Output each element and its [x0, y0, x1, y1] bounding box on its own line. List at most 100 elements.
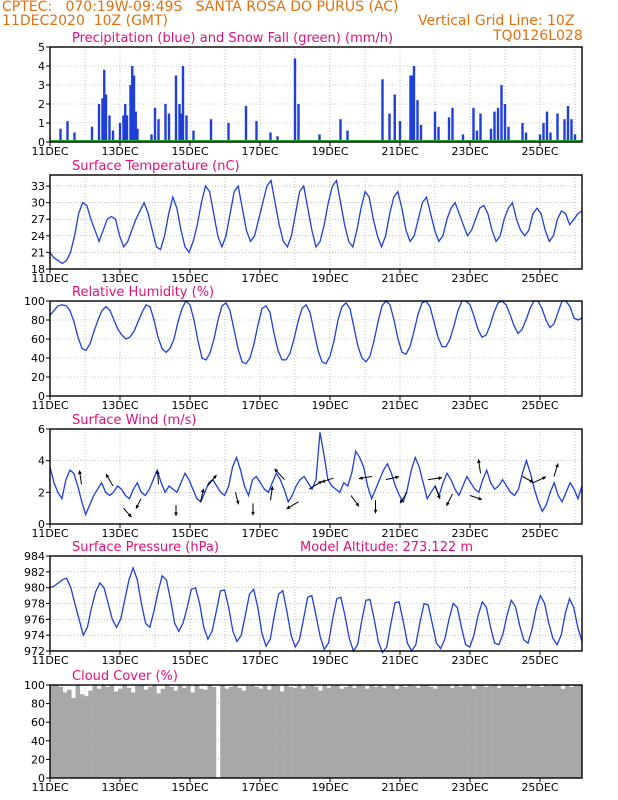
cloud-bar — [147, 686, 153, 778]
precip-bar — [185, 115, 188, 142]
cloud-bar — [450, 687, 455, 778]
cloud-bar — [177, 685, 183, 778]
cloud-bar — [139, 685, 144, 778]
precip-bar — [461, 134, 465, 142]
precip-bar — [103, 69, 106, 142]
y-tick-label: 20 — [31, 371, 45, 384]
panel-1: 18 21 24 27 30 33 11DEC 13DEC 15DEC 17DEC 19DEC 21D… — [31, 159, 583, 285]
y-tick-label: 80 — [31, 698, 45, 711]
x-tick-label: 25DEC — [521, 527, 558, 540]
precip-bar — [134, 111, 137, 142]
cloud-bar — [186, 685, 191, 778]
x-tick-label: 15DEC — [171, 781, 208, 794]
precip-bar — [164, 104, 167, 142]
cloud-bar — [241, 690, 247, 778]
cloud-bar — [437, 685, 442, 778]
panel-frame — [49, 46, 583, 143]
wind-arrow-head — [106, 474, 110, 478]
cloud-bar — [539, 686, 544, 778]
cloud-bar — [160, 688, 166, 778]
wind-arrow-head — [477, 459, 481, 464]
x-tick-label: 19DEC — [311, 145, 348, 158]
cloud-bar — [564, 685, 570, 778]
cloud-bar — [377, 685, 383, 778]
y-tick-label: 2 — [38, 98, 45, 111]
wind-arrow-head — [436, 495, 441, 499]
x-tick-label: 17DEC — [241, 781, 278, 794]
cloud-bar — [479, 685, 485, 778]
wind-arrow-head — [542, 476, 546, 480]
wind-arrow-head — [321, 479, 326, 483]
precip-bar — [570, 119, 573, 142]
cloud-bar — [335, 685, 340, 778]
wind-arrow-head — [355, 502, 359, 507]
cloud-bar — [330, 685, 336, 778]
y-tick-label: 40 — [31, 352, 45, 365]
precip-bar — [125, 115, 129, 142]
cloud-bar — [54, 685, 59, 778]
precip-bar — [538, 134, 542, 142]
precip-bar — [209, 119, 213, 142]
cloud-bar — [296, 685, 302, 778]
cloud-bar — [424, 685, 430, 778]
cloud-bar — [475, 685, 481, 778]
panel-title: Surface Temperature (nC) — [72, 159, 240, 174]
cloud-bar — [560, 688, 566, 778]
panel-frame — [49, 684, 583, 779]
wind-arrow-head — [135, 504, 140, 509]
cloud-bar — [556, 685, 562, 778]
cloud-bar — [492, 685, 498, 778]
precip-bar — [542, 123, 545, 142]
cloud-bar — [322, 685, 327, 778]
cloud-bar — [547, 685, 553, 778]
x-tick-label: 11DEC — [31, 145, 68, 158]
x-tick-label: 11DEC — [31, 399, 68, 412]
cloud-bar — [198, 688, 204, 778]
x-tick-label: 17DEC — [241, 145, 278, 158]
precip-bar — [412, 66, 416, 142]
cloud-bar — [109, 685, 115, 778]
precip-bar — [573, 134, 577, 142]
cloud-bar — [496, 687, 502, 778]
cloud-bar — [373, 686, 379, 778]
precip-bar — [101, 98, 104, 142]
cloud-bar — [173, 690, 178, 778]
wind-arrow-head — [235, 500, 240, 505]
panel-frame — [49, 428, 583, 525]
precip-bar — [255, 121, 258, 142]
cloud-bar — [96, 688, 102, 778]
precip-bar — [503, 104, 507, 142]
y-tick-label: 982 — [24, 566, 45, 579]
series-line — [49, 432, 583, 517]
series-line — [49, 565, 583, 654]
cloud-bar — [262, 685, 268, 778]
x-tick-label: 13DEC — [101, 145, 138, 158]
run-datetime: 11DEC2020 10Z (GMT) — [2, 13, 169, 29]
cloud-bar — [509, 685, 515, 778]
cloud-bar — [279, 691, 285, 778]
cloud-bar — [318, 690, 323, 778]
y-tick-label: 6 — [38, 423, 45, 436]
precip-bar — [153, 107, 157, 142]
y-tick-label: 60 — [31, 333, 45, 346]
x-tick-label: 23DEC — [451, 399, 488, 412]
cloud-bar — [577, 685, 583, 778]
x-tick-label: 21DEC — [381, 272, 418, 285]
precip-bar — [437, 126, 440, 142]
x-tick-label: 25DEC — [521, 272, 558, 285]
x-tick-label: 19DEC — [311, 272, 348, 285]
cloud-bar — [543, 685, 549, 778]
y-tick-label: 100 — [24, 679, 45, 692]
y-tick-label: 20 — [31, 753, 45, 766]
precip-bar — [227, 123, 230, 142]
x-tick-label: 19DEC — [311, 781, 348, 794]
wind-arrow-head — [155, 470, 160, 475]
cloud-bar — [181, 687, 187, 778]
cloud-bar — [356, 685, 361, 778]
cloud-bar — [258, 688, 264, 778]
panel-2: 0 20 40 60 80 100 11DEC 13DEC 15DEC 17DEC 19DEC 21D… — [24, 285, 583, 412]
precip-bar — [409, 75, 412, 142]
precip-bar — [111, 130, 115, 142]
precip-bar — [563, 119, 566, 142]
